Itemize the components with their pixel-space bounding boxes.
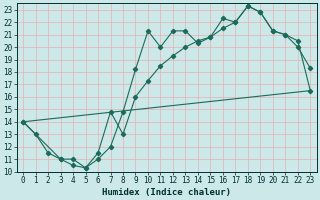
X-axis label: Humidex (Indice chaleur): Humidex (Indice chaleur) bbox=[102, 188, 231, 197]
